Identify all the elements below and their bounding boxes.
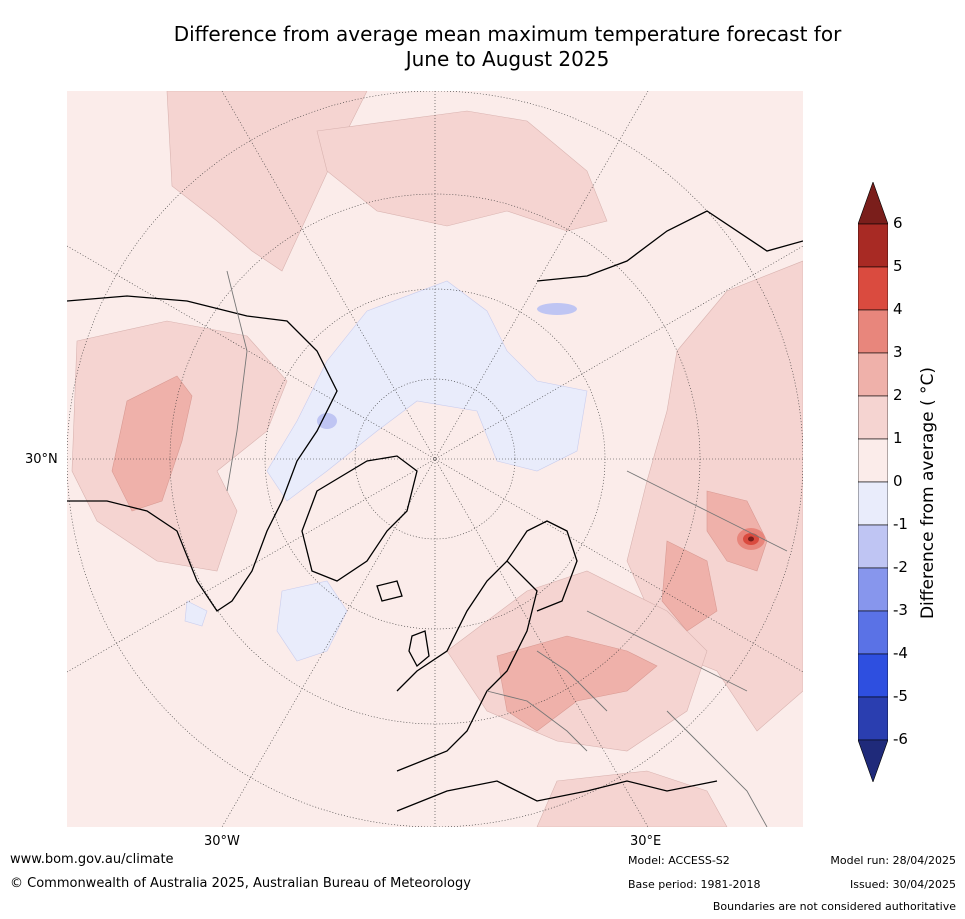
greenland-coast: [301, 455, 418, 582]
colorbar-bin: [858, 653, 888, 698]
forecast-map: [67, 91, 803, 827]
labrador-cool-region: [184, 600, 208, 627]
colorbar-bin: [858, 610, 888, 655]
coastlines: [67, 210, 803, 812]
anomaly-minus2-to-minus1-regions: [317, 303, 577, 429]
model-text: Model: ACCESS-S2: [628, 854, 730, 867]
anomaly-minus1-to-0-regions: [184, 280, 588, 662]
arctic-cool-region: [266, 280, 588, 502]
anomaly-2-to-3-regions: [111, 375, 768, 732]
map-canvas: [67, 91, 803, 827]
arctic-archipelago-cool-spot: [317, 413, 337, 429]
hot-spot-6-plus: [748, 536, 754, 542]
eastern-europe-anomaly: [496, 635, 658, 732]
laptev-sea-cool-spot: [537, 303, 577, 315]
colorbar-bin: [858, 309, 888, 354]
colorbar-tick-label: -4: [893, 644, 908, 662]
disclaimer-text: Boundaries are not considered authoritat…: [712, 900, 956, 913]
north-pacific-warm-region: [166, 91, 368, 272]
british-isles-coast: [408, 630, 430, 668]
east-asia-anomaly: [706, 490, 768, 572]
colorbar-tick-label: 4: [893, 300, 903, 318]
colorbar-bin: [858, 182, 888, 225]
title-line-1: Difference from average mean maximum tem…: [173, 22, 842, 46]
colorbar-tick-label: 1: [893, 429, 903, 447]
colorbar-tick-label: 2: [893, 386, 903, 404]
colorbar-tick-label: -3: [893, 601, 908, 619]
central-asia-anomaly: [661, 540, 718, 632]
colorbar-bin: [858, 481, 888, 526]
europe-coast: [396, 560, 538, 772]
chart-title: Difference from average mean maximum tem…: [0, 22, 965, 72]
colorbar-bin: [858, 352, 888, 397]
colorbar-bin: [858, 438, 888, 483]
copyright-text: © Commonwealth of Australia 2025, Austra…: [10, 876, 471, 891]
colorbar-tick-label: 5: [893, 257, 903, 275]
colorbar-bin: [858, 739, 888, 782]
colorbar-tick-label: -6: [893, 730, 908, 748]
mediterranean-coast: [396, 780, 718, 812]
siberia-coast: [536, 210, 803, 282]
colorbar-bin: [858, 223, 888, 268]
graticule: [67, 91, 803, 827]
website-link[interactable]: www.bom.gov.au/climate: [10, 852, 174, 867]
colorbar-tick-label: -5: [893, 687, 908, 705]
base-period-text: Base period: 1981-2018: [628, 878, 761, 891]
model-run-text: Model run: 28/04/2025: [830, 854, 956, 867]
longitude-label-30e: 30°E: [630, 834, 662, 849]
colorbar-bin: [858, 567, 888, 612]
north-atlantic-cool-region: [276, 580, 348, 662]
colorbar-tick-label: 0: [893, 472, 903, 490]
colorbar-bin: [858, 696, 888, 741]
country-borders: [226, 270, 788, 827]
colorbar-tick-label: -1: [893, 515, 908, 533]
colorbar-tick-label: -2: [893, 558, 908, 576]
colorbar-tick-label: 3: [893, 343, 903, 361]
colorbar-tick-label: 6: [893, 214, 903, 232]
north-america-coast: [67, 295, 338, 612]
arctic-ocean-warm-region: [316, 110, 608, 232]
colorbar: [858, 182, 888, 782]
mediterranean-warm-region: [536, 770, 728, 827]
latitude-label-30n: 30°N: [25, 452, 58, 467]
western-north-america-anomaly: [111, 375, 193, 512]
scandinavia-coast: [506, 520, 578, 612]
colorbar-bin: [858, 395, 888, 440]
title-line-2: June to August 2025: [405, 47, 610, 71]
colorbar-bin: [858, 524, 888, 569]
colorbar-label: Difference from average ( °C): [918, 366, 938, 620]
anomaly-strong-region: [737, 528, 765, 550]
iceland-coast: [376, 580, 403, 602]
longitude-label-30w: 30°W: [204, 834, 240, 849]
issued-text: Issued: 30/04/2025: [849, 878, 956, 891]
colorbar-bin: [858, 266, 888, 311]
